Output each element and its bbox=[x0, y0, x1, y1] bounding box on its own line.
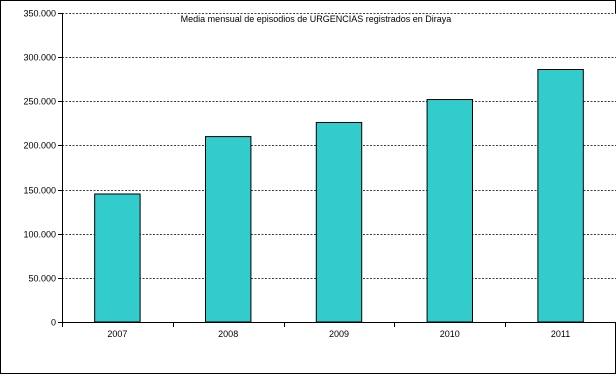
y-tick-label: 200.000 bbox=[23, 141, 56, 151]
y-tick-label: 150.000 bbox=[23, 186, 56, 196]
y-tick-label: 100.000 bbox=[23, 230, 56, 240]
y-tick-label: 350.000 bbox=[23, 9, 56, 19]
y-tick-label: 250.000 bbox=[23, 97, 56, 107]
bar-2009 bbox=[315, 121, 363, 323]
bar-2011 bbox=[537, 69, 584, 323]
y-tick-label: 300.000 bbox=[23, 53, 56, 63]
y-tick-label: 0 bbox=[51, 318, 56, 328]
chart-title: Media mensual de episodios de URGENCIAS … bbox=[181, 14, 452, 24]
y-tick-label: 50.000 bbox=[28, 274, 56, 284]
bar-2010 bbox=[426, 99, 474, 323]
x-tick-label: 2008 bbox=[218, 329, 238, 339]
x-tick-label: 2011 bbox=[551, 329, 570, 339]
x-tick-label: 2009 bbox=[329, 329, 349, 339]
x-tick-label: 2010 bbox=[440, 329, 460, 339]
x-tick-label: 2007 bbox=[107, 329, 127, 339]
bar-2008 bbox=[204, 136, 252, 323]
bar-2007 bbox=[94, 193, 141, 323]
